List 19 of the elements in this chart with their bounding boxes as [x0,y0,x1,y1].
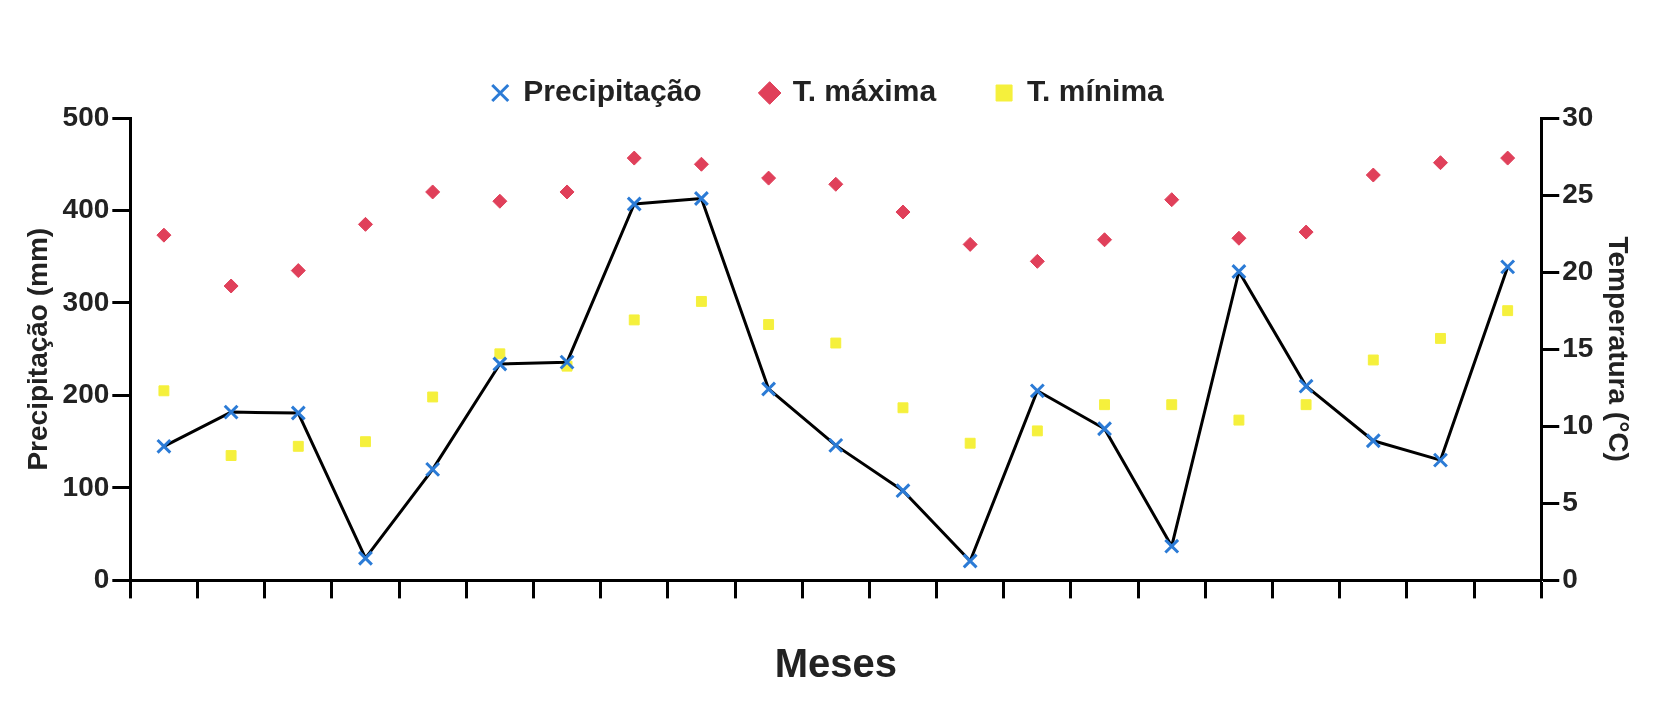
legend-label: T. máxima [792,74,937,108]
y-tick-label: 100 [62,470,110,502]
y-tick-label: 0 [93,563,110,595]
y2-tick-label: 20 [1562,254,1594,286]
legend-label: Precipitação [523,74,702,108]
y-tick-label: 300 [62,285,110,317]
y2-tick-label: 15 [1562,331,1594,363]
legend-label: T. mínima [1027,74,1165,108]
y2-tick-label: 25 [1562,177,1594,209]
y2-tick-label: 10 [1562,408,1594,440]
y-tick-label: 200 [62,378,110,410]
y2-tick-label: 5 [1562,486,1578,518]
y2-tick-label: 30 [1562,100,1594,132]
y2-axis-title: Temperatura (°C) [1603,236,1635,462]
x-axis-title: Meses [774,641,897,686]
y-axis-title: Precipitação (mm) [21,227,53,471]
y2-tick-label: 0 [1562,563,1578,595]
y-tick-label: 400 [62,193,110,225]
y-tick-label: 500 [62,100,110,132]
